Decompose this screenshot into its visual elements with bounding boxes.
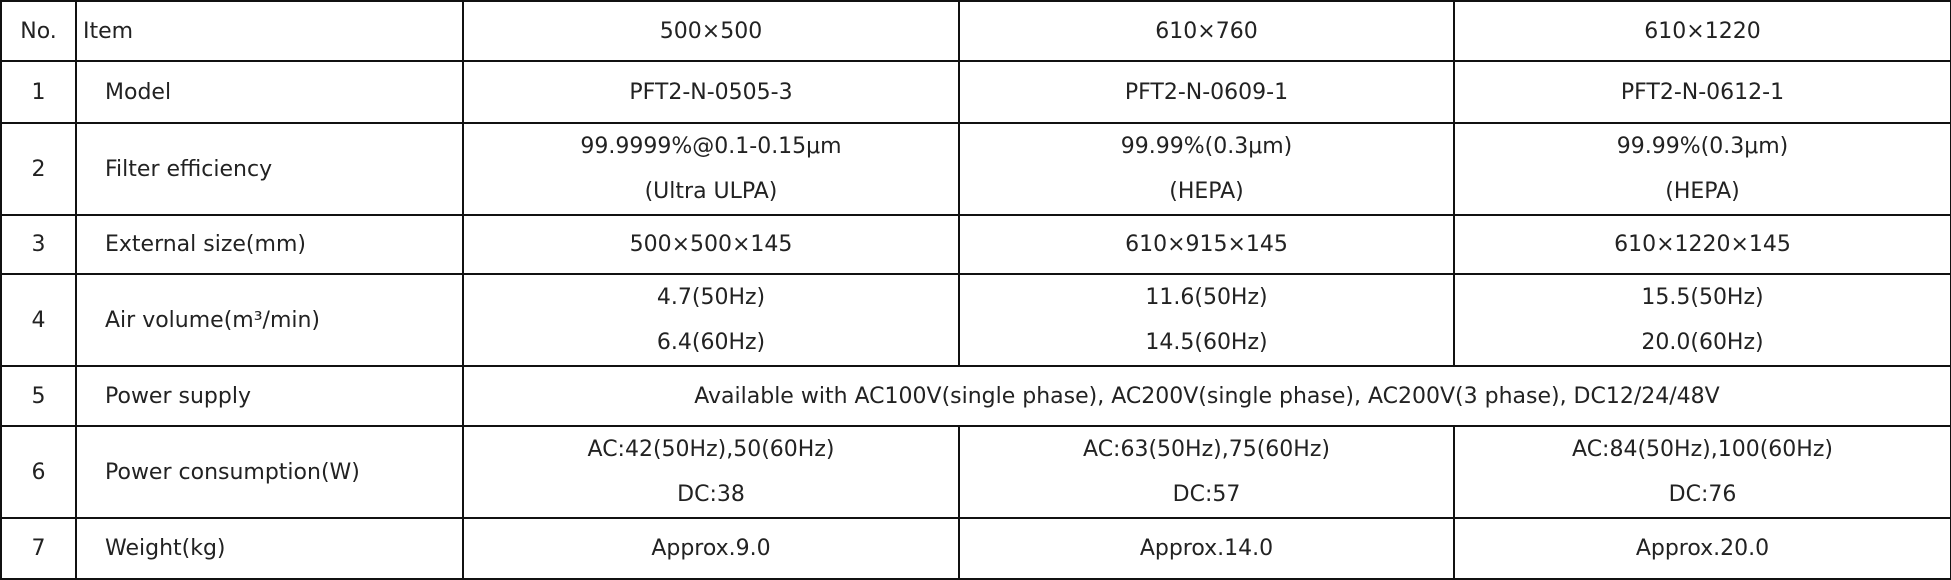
cell-line: DC:38	[677, 482, 745, 507]
table-row: 1 Model PFT2-N-0505-3 PFT2-N-0609-1 PFT2-N-0…	[0, 60, 1951, 124]
row-number: 6	[0, 425, 77, 519]
cell-line: (Ultra ULPA)	[644, 179, 778, 204]
header-cell: No.	[0, 0, 77, 62]
value-cell: 11.6(50Hz) 14.5(60Hz)	[958, 273, 1455, 367]
header-cell: Item	[75, 0, 464, 62]
cell-line: AC:42(50Hz),50(60Hz)	[587, 437, 835, 462]
cell-line: 99.99%(0.3μm)	[1120, 134, 1293, 159]
table-row: 3 External size(mm) 500×500×145 610×915×145…	[0, 214, 1951, 275]
value-cell: 610×1220×145	[1453, 214, 1951, 275]
row-item: Air volume(m³/min)	[75, 273, 464, 367]
cell-line: 14.5(60Hz)	[1145, 330, 1268, 355]
row-item: External size(mm)	[75, 214, 464, 275]
cell-line: 11.6(50Hz)	[1145, 285, 1268, 310]
value-cell: PFT2-N-0609-1	[958, 60, 1455, 124]
table-row: 2 Filter efficiency 99.9999%@0.1-0.15μm (Ul…	[0, 122, 1951, 216]
value-cell: Available with AC100V(single phase), AC2…	[462, 365, 1951, 427]
row-item: Power consumption(W)	[75, 425, 464, 519]
table-row: 4 Air volume(m³/min) 4.7(50Hz) 6.4(60Hz) 11.…	[0, 273, 1951, 367]
header-row: No. Item 500×500 610×760 610×1220	[0, 0, 1951, 62]
cell-line: PFT2-N-0505-3	[629, 79, 793, 105]
value-cell: 99.9999%@0.1-0.15μm (Ultra ULPA)	[462, 122, 960, 216]
row-number: 2	[0, 122, 77, 216]
cell-line: 6.4(60Hz)	[656, 330, 766, 355]
cell-line: PFT2-N-0612-1	[1620, 79, 1785, 105]
cell-line: Approx.14.0	[1139, 536, 1274, 561]
value-cell: 99.99%(0.3μm) (HEPA)	[1453, 122, 1951, 216]
value-cell: 4.7(50Hz) 6.4(60Hz)	[462, 273, 960, 367]
value-cell: AC:63(50Hz),75(60Hz) DC:57	[958, 425, 1455, 519]
cell-line: 99.9999%@0.1-0.15μm	[580, 134, 842, 159]
value-cell: 15.5(50Hz) 20.0(60Hz)	[1453, 273, 1951, 367]
cell-line: AC:63(50Hz),75(60Hz)	[1083, 437, 1330, 462]
row-number: 1	[0, 60, 77, 124]
header-cell: 610×1220	[1453, 0, 1951, 62]
cell-line: (HEPA)	[1169, 179, 1244, 204]
table-row: 5 Power supply Available with AC100V(singl…	[0, 365, 1951, 427]
cell-line: 610×915×145	[1125, 232, 1288, 257]
cell-line: Approx.20.0	[1635, 536, 1770, 561]
row-item: Filter efficiency	[75, 122, 464, 216]
header-cell: 610×760	[958, 0, 1455, 62]
cell-line: 99.99%(0.3μm)	[1616, 134, 1789, 159]
cell-line: Available with AC100V(single phase), AC2…	[694, 383, 1720, 409]
row-number: 5	[0, 365, 77, 427]
header-cell: 500×500	[462, 0, 960, 62]
cell-line: Approx.9.0	[651, 536, 771, 561]
table-row: 6 Power consumption(W) AC:42(50Hz),50(60Hz…	[0, 425, 1951, 519]
cell-line: (HEPA)	[1665, 179, 1740, 204]
row-item: Model	[75, 60, 464, 124]
cell-line: 15.5(50Hz)	[1641, 285, 1764, 310]
value-cell: AC:42(50Hz),50(60Hz) DC:38	[462, 425, 960, 519]
row-number: 3	[0, 214, 77, 275]
value-cell: PFT2-N-0505-3	[462, 60, 960, 124]
cell-line: 20.0(60Hz)	[1641, 330, 1764, 355]
value-cell: 99.99%(0.3μm) (HEPA)	[958, 122, 1455, 216]
cell-line: AC:84(50Hz),100(60Hz)	[1572, 437, 1833, 462]
value-cell: 610×915×145	[958, 214, 1455, 275]
row-number: 4	[0, 273, 77, 367]
value-cell: AC:84(50Hz),100(60Hz) DC:76	[1453, 425, 1951, 519]
value-cell: 500×500×145	[462, 214, 960, 275]
value-cell: PFT2-N-0612-1	[1453, 60, 1951, 124]
cell-line: 500×500×145	[629, 232, 793, 257]
cell-line: DC:57	[1172, 482, 1241, 507]
row-item: Power supply	[75, 365, 464, 427]
cell-line: PFT2-N-0609-1	[1124, 79, 1289, 105]
cell-line: 4.7(50Hz)	[656, 285, 766, 310]
cell-line: DC:76	[1668, 482, 1737, 507]
cell-line: 610×1220×145	[1614, 232, 1791, 257]
